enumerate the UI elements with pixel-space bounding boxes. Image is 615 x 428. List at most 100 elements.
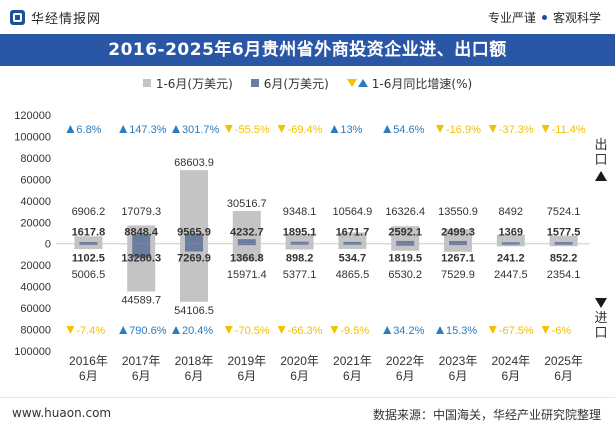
import-yoy-down-marker <box>277 326 286 334</box>
x-tick-label: 2021年 6月 <box>333 354 372 383</box>
import-monthly-label: 852.2 <box>550 253 578 265</box>
arrow-up-icon <box>595 171 607 181</box>
import-monthly-bar <box>449 243 467 246</box>
import-cumulative-bar <box>285 243 314 250</box>
bullet-dot-icon <box>541 15 547 20</box>
import-cumulative-bar <box>496 243 525 247</box>
import-monthly-label: 1819.5 <box>388 253 422 265</box>
x-tick-label-line: 6月 <box>449 369 468 383</box>
export-yoy-label: -11.4% <box>552 124 586 136</box>
export-yoy-label: -69.4% <box>288 124 323 136</box>
arrow-down-icon <box>595 298 607 308</box>
x-tick-label: 2017年 6月 <box>122 354 161 383</box>
logo[interactable]: 华经情报网 <box>10 8 101 27</box>
import-yoy-down-marker <box>330 326 339 334</box>
import-monthly-bar <box>132 243 151 258</box>
footer-website[interactable]: www.huaon.com <box>12 406 112 420</box>
x-tick-label-line: 2020年 <box>280 354 319 368</box>
import-cumulative-label: 15971.4 <box>227 269 267 281</box>
x-tick-label-line: 6月 <box>79 369 98 383</box>
x-tick-label: 2020年 6月 <box>280 354 319 383</box>
import-yoy-down-marker <box>224 326 233 334</box>
import-yoy-down-marker <box>488 326 497 334</box>
import-monthly-label: 534.7 <box>339 253 367 265</box>
export-yoy-label: -37.3% <box>499 124 534 136</box>
y-tick-label: 60000 <box>20 303 51 315</box>
export-cumulative-label: 9348.1 <box>283 206 317 218</box>
x-tick-label: 2023年 6月 <box>439 354 478 383</box>
import-cumulative-bar <box>549 243 578 247</box>
legend-label-monthly: 6月(万美元) <box>263 76 329 91</box>
import-cumulative-label: 6530.2 <box>388 269 422 281</box>
import-yoy-down-marker <box>541 326 550 334</box>
footer: www.huaon.com 数据来源：中国海关，华经产业研究院整理 <box>0 397 615 428</box>
export-monthly-bar <box>396 240 415 244</box>
export-cumulative-bar <box>232 210 261 244</box>
import-monthly-bar <box>554 243 573 245</box>
slogan: 专业严谨 客观科学 <box>488 9 601 26</box>
import-yoy-up-marker <box>436 326 444 334</box>
export-monthly-label: 9565.9 <box>177 227 211 239</box>
x-tick-label: 2025年 6月 <box>544 354 583 383</box>
y-tick-label: 40000 <box>20 282 51 294</box>
import-yoy-up-marker <box>172 326 180 334</box>
legend-item-monthly: 6月(万美元) <box>250 75 329 92</box>
x-tick-label-line: 2024年 <box>491 354 530 368</box>
legend-label-yoy: 1-6月同比增速(%) <box>371 76 473 91</box>
export-monthly-bar <box>185 233 203 244</box>
import-monthly-label: 1366.8 <box>230 253 264 265</box>
import-monthly-bar <box>79 243 98 245</box>
export-cumulative-bar <box>444 229 472 244</box>
import-monthly-bar <box>237 243 256 246</box>
y-tick-label: 80000 <box>20 153 51 165</box>
import-cumulative-label: 44589.7 <box>121 295 161 307</box>
chart-title: 2016-2025年6月贵州省外商投资企业进、出口额 <box>0 34 615 66</box>
import-cumulative-label: 54106.5 <box>174 305 214 317</box>
x-tick-label-line: 2017年 <box>122 354 161 368</box>
export-yoy-down-marker <box>488 125 497 133</box>
import-yoy-down-marker <box>66 326 75 334</box>
import-yoy-up-marker <box>119 326 128 334</box>
import-monthly-bar <box>343 243 362 245</box>
import-label-text: 进口 <box>594 311 608 341</box>
import-monthly-label: 7269.9 <box>177 253 211 265</box>
export-cumulative-bar <box>391 226 420 244</box>
export-cumulative-bar <box>549 235 578 244</box>
y-tick-label: 120000 <box>14 110 51 122</box>
export-cumulative-label: 6906.2 <box>72 206 106 218</box>
export-yoy-up-marker <box>66 125 75 133</box>
x-tick-label-line: 6月 <box>501 369 520 383</box>
export-cumulative-bar <box>285 233 314 244</box>
export-yoy-up-marker <box>383 125 392 133</box>
import-cumulative-bar <box>180 243 208 302</box>
triangle-down-icon <box>346 79 357 87</box>
y-tick-label: 20000 <box>20 217 51 229</box>
export-monthly-label: 8848.4 <box>124 227 159 239</box>
import-monthly-label: 898.2 <box>286 253 314 265</box>
import-cumulative-label: 7529.9 <box>441 269 475 281</box>
export-monthly-bar <box>449 241 467 244</box>
export-yoy-up-marker <box>330 125 339 133</box>
export-yoy-label: -55.5% <box>235 124 270 136</box>
export-monthly-bar <box>79 241 98 244</box>
slogan-left: 专业严谨 <box>487 11 536 25</box>
export-cumulative-label: 30516.7 <box>227 198 267 210</box>
import-cumulative-label: 2447.5 <box>494 269 528 281</box>
export-monthly-label: 1617.8 <box>72 227 106 239</box>
y-tick-label: 100000 <box>14 346 51 358</box>
x-tick-label-line: 6月 <box>185 369 204 383</box>
export-monthly-bar <box>290 241 309 244</box>
export-yoy-label: 6.8% <box>76 124 101 136</box>
import-cumulative-label: 2354.1 <box>547 269 581 281</box>
export-monthly-bar <box>501 242 520 244</box>
import-cumulative-bar <box>232 243 261 261</box>
import-cumulative-label: 4865.5 <box>336 269 370 281</box>
export-monthly-bar <box>237 239 256 244</box>
chart-plot: 100000 80000 60000 40000 20000 0 20000 40000 600… <box>14 110 590 383</box>
x-tick-label-line: 2023年 <box>439 354 478 368</box>
y-tick-label: 20000 <box>20 260 51 272</box>
footer-source: 数据来源：中国海关，华经产业研究院整理 <box>372 408 601 422</box>
x-tick-label-line: 6月 <box>343 369 362 383</box>
export-monthly-label: 1577.5 <box>547 227 581 239</box>
x-tick-label-line: 6月 <box>290 369 309 383</box>
